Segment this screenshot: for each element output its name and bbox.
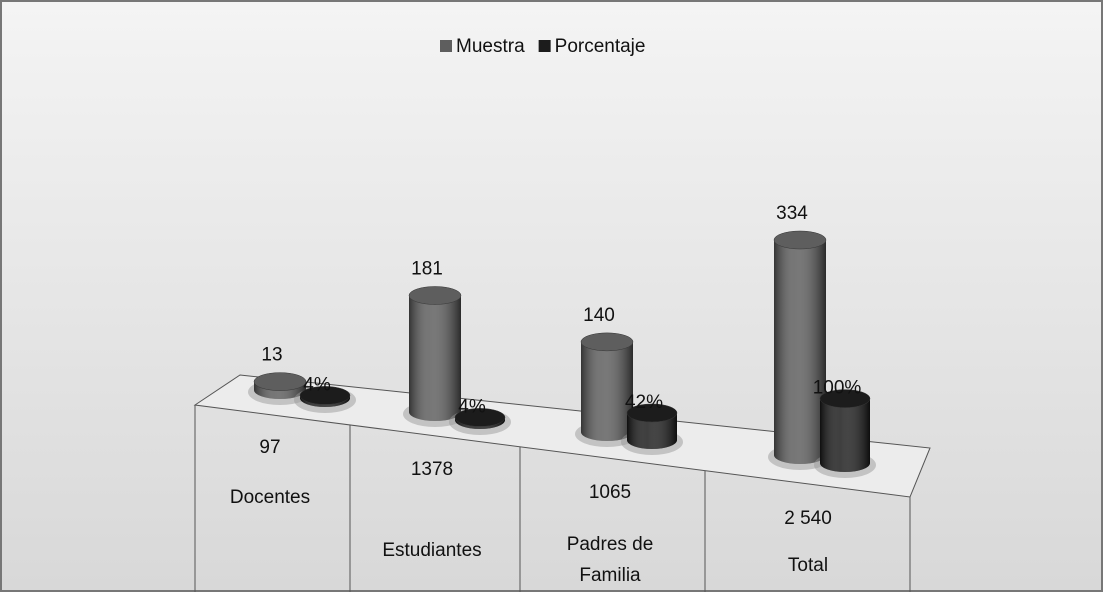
cylinder-shade	[581, 341, 633, 441]
legend-swatch	[538, 40, 551, 52]
legend-label: Muestra	[456, 36, 525, 57]
data-label: 100%	[813, 378, 862, 399]
data-label: 334	[776, 203, 808, 224]
category-label: Estudiantes	[382, 540, 481, 561]
cylinder-top	[454, 408, 506, 427]
cylinder-top	[773, 230, 827, 250]
data-label: 4%	[458, 396, 486, 417]
cylinder-top	[626, 403, 678, 423]
data-label: 13	[261, 345, 282, 366]
table-value: 97	[259, 437, 280, 458]
cylinder-shade	[254, 381, 306, 399]
data-label: 4%	[303, 374, 331, 395]
category-label: Padres de Familia	[567, 534, 654, 586]
legend-swatch	[440, 40, 452, 52]
cylinder-shade	[774, 240, 826, 464]
cylinder-top	[580, 332, 634, 352]
cylinder-shade	[455, 417, 505, 429]
cylinder-shade	[409, 295, 461, 421]
table-value: 2 540	[784, 508, 832, 529]
category-label: Total	[788, 555, 828, 576]
table-value: 1378	[411, 459, 453, 480]
data-label: 140	[583, 305, 615, 326]
table-value: 1065	[589, 482, 631, 503]
category-label: Docentes	[230, 487, 310, 508]
cylinder-top	[408, 286, 462, 305]
cylinder-shade	[300, 395, 350, 407]
cylinder-top	[819, 389, 871, 408]
legend-label: Porcentaje	[555, 36, 646, 57]
cylinder-top	[253, 372, 307, 391]
cylinder-shade	[820, 398, 870, 472]
data-label: 42%	[625, 392, 663, 413]
cylinder-shade	[627, 412, 677, 449]
data-label: 181	[411, 259, 443, 280]
cylinder-top	[299, 386, 351, 405]
